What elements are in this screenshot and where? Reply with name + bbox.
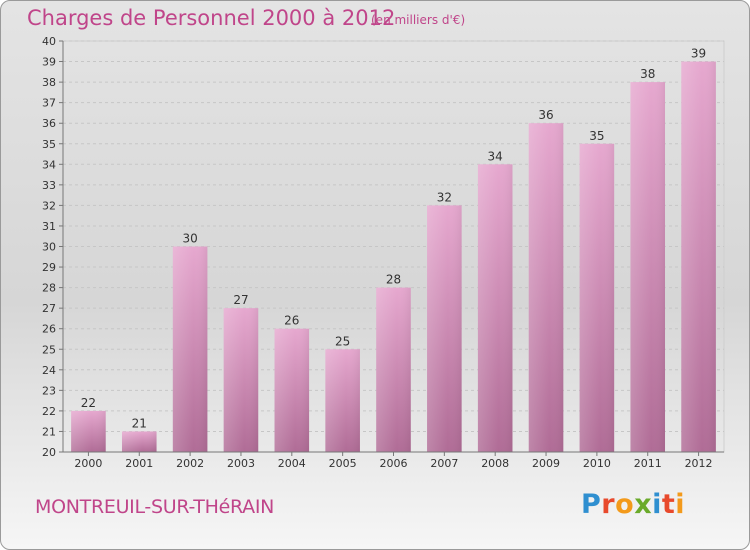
y-tick-label: 39 [42,56,56,69]
y-tick-label: 26 [42,323,56,336]
x-tick-label: 2003 [227,457,255,470]
logo-letter: i [652,489,662,520]
x-tick-label: 2008 [481,457,509,470]
y-tick-label: 35 [42,138,56,151]
bar-shine [223,308,259,452]
y-tick-label: 23 [42,384,56,397]
x-tick-label: 2004 [278,457,306,470]
value-label: 36 [538,108,553,122]
value-label: 25 [335,334,350,348]
x-tick-label: 2010 [583,457,611,470]
y-tick-label: 38 [42,76,56,89]
chart-subtitle: (en milliers d'€) [371,13,466,27]
bar-shine [121,431,157,452]
value-label: 32 [437,190,452,204]
y-tick-label: 29 [42,261,56,274]
location-name: MONTREUIL-SUR-THéRAIN [35,496,275,518]
logo-letter: r [601,489,616,520]
y-tick-label: 32 [42,199,56,212]
y-tick-label: 21 [42,425,56,438]
bar-shine [376,287,411,452]
value-label: 38 [640,67,655,81]
logo-letter: o [615,489,635,520]
logo-letter: i [675,489,686,520]
value-label: 28 [386,273,401,287]
y-tick-label: 20 [42,446,56,459]
x-tick-label: 2007 [430,457,458,470]
x-tick-label: 2005 [329,457,357,470]
x-tick-label: 2009 [532,457,560,470]
value-label: 26 [284,314,299,328]
y-tick-label: 22 [42,405,56,418]
bar-shine [325,349,360,452]
bar-shine [71,410,106,452]
y-tick-label: 27 [42,302,56,315]
bar-shine [427,205,462,452]
proxiti-logo: Proxiti [581,489,685,520]
x-tick-label: 2011 [634,457,662,470]
value-label: 35 [589,129,604,143]
value-label: 34 [488,149,503,163]
y-tick-label: 36 [42,117,56,130]
value-label: 22 [81,396,96,410]
bar-shine [579,143,615,452]
x-axis: 2000 2001 2002 2003 2004 2005 2006 2007 2008 2009… [63,451,724,470]
bar-shine [528,123,564,452]
bars: 22 21 30 27 26 25 28 32 34 36 35 38 39 [71,47,716,453]
y-tick-label: 37 [42,97,56,110]
x-tick-label: 2000 [74,457,102,470]
bar-shine [681,61,716,453]
y-tick-label: 34 [42,158,56,171]
x-tick-label: 2002 [176,457,204,470]
y-tick-label: 24 [42,364,56,377]
y-tick-label: 25 [42,343,56,356]
y-tick-label: 31 [42,220,56,233]
value-label: 21 [132,416,147,430]
x-tick-label: 2012 [685,457,713,470]
logo-letter: t [661,489,676,520]
x-tick-label: 2001 [125,457,153,470]
bar-shine [172,246,208,452]
bar-shine [477,164,513,453]
logo-letter: P [581,489,602,520]
y-tick-label: 33 [42,179,56,192]
y-axis: 20 21 22 23 24 25 26 27 28 29 30 31 32 33 34 35 36 37 38 39… [42,35,64,459]
logo-letter: x [634,489,653,520]
bar-shine [630,82,666,452]
y-tick-label: 28 [42,282,56,295]
chart-title: Charges de Personnel 2000 à 2012 [27,6,396,30]
value-label: 30 [182,232,197,246]
y-tick-label: 40 [42,35,56,48]
value-label: 27 [233,293,248,307]
y-tick-label: 30 [42,241,56,254]
bar-shine [274,328,310,452]
x-tick-label: 2006 [380,457,408,470]
value-label: 39 [691,47,706,61]
